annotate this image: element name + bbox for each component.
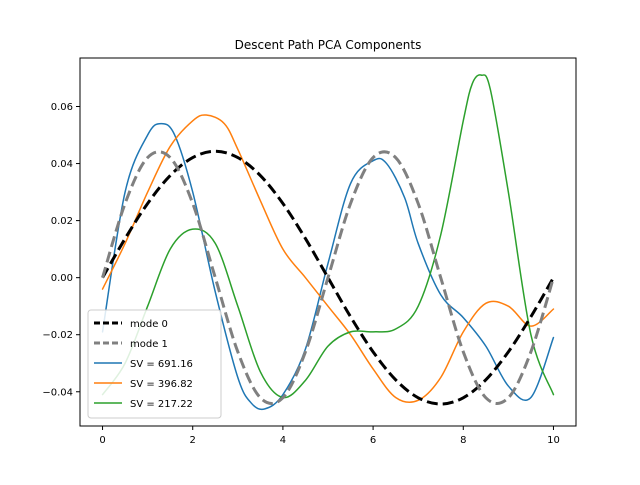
x-tick-label: 8 (460, 435, 466, 446)
y-axis: −0.04 −0.02 0.00 0.02 0.04 0.06 (42, 102, 80, 398)
y-tick-label: 0.02 (51, 216, 73, 227)
series-line-2 (101, 122, 555, 411)
x-tick-label: 2 (190, 435, 196, 446)
legend-label: SV = 691.16 (130, 359, 193, 370)
x-tick-label: 10 (547, 435, 560, 446)
chart-title: Descent Path PCA Components (235, 38, 422, 52)
legend-label: SV = 396.82 (130, 379, 193, 390)
legend-label: mode 0 (130, 319, 168, 330)
x-tick-label: 0 (99, 435, 105, 446)
y-tick-label: 0.04 (51, 159, 73, 170)
series-line-1 (101, 150, 555, 405)
y-tick-label: 0.00 (51, 273, 73, 284)
y-tick-label: −0.02 (42, 330, 73, 341)
x-tick-label: 6 (370, 435, 376, 446)
x-axis: 0 2 4 6 8 10 (99, 426, 560, 446)
y-tick-label: 0.06 (51, 102, 73, 113)
y-tick-label: −0.04 (42, 387, 73, 398)
legend-label: SV = 217.22 (130, 399, 193, 410)
series-layer (101, 74, 555, 411)
x-tick-label: 4 (280, 435, 286, 446)
legend: mode 0 mode 1 SV = 691.16 SV = 396.82 SV = 2… (87, 309, 222, 419)
legend-label: mode 1 (130, 339, 168, 350)
plot-frame (79, 57, 577, 427)
series-line-3 (101, 114, 555, 404)
series-line-4 (101, 74, 555, 399)
legend-box (87, 309, 222, 419)
